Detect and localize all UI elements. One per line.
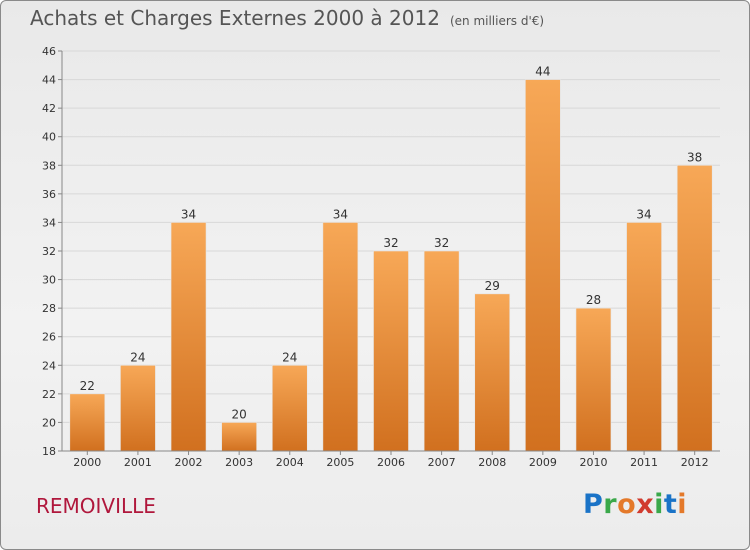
bar-value-label: 34 bbox=[333, 207, 348, 221]
bar bbox=[170, 222, 207, 452]
x-tick-label: 2012 bbox=[681, 456, 709, 469]
bar-value-label: 24 bbox=[130, 350, 145, 364]
bar bbox=[69, 393, 106, 452]
x-tick-label: 2004 bbox=[276, 456, 304, 469]
y-tick-label: 20 bbox=[42, 416, 56, 429]
logo-letter: t bbox=[663, 489, 678, 520]
x-tick-label: 2003 bbox=[225, 456, 253, 469]
title-text: Achats et Charges Externes 2000 à 2012 bbox=[30, 6, 440, 30]
bar-value-label: 29 bbox=[485, 279, 500, 293]
bar-value-label: 34 bbox=[636, 207, 651, 221]
proxiti-logo: Proxiti bbox=[583, 489, 687, 520]
y-tick-label: 46 bbox=[42, 45, 56, 58]
bar bbox=[423, 250, 460, 452]
x-tick-label: 2011 bbox=[630, 456, 658, 469]
y-tick-label: 38 bbox=[42, 159, 56, 172]
x-tick-label: 2006 bbox=[377, 456, 405, 469]
bar-value-label: 38 bbox=[687, 150, 702, 164]
bar-value-label: 32 bbox=[434, 236, 449, 250]
y-tick-label: 30 bbox=[42, 274, 56, 287]
x-tick-label: 2002 bbox=[175, 456, 203, 469]
x-tick-label: 2001 bbox=[124, 456, 152, 469]
bar bbox=[626, 222, 662, 452]
y-tick-label: 22 bbox=[42, 388, 56, 401]
bar bbox=[474, 293, 511, 452]
y-tick-label: 32 bbox=[42, 245, 56, 258]
place-name: REMOIVILLE bbox=[36, 494, 156, 518]
bar bbox=[575, 307, 612, 452]
bar bbox=[676, 164, 713, 452]
bar-value-label: 22 bbox=[80, 379, 95, 393]
chart-title: Achats et Charges Externes 2000 à 2012 (e… bbox=[30, 6, 544, 30]
y-tick-label: 28 bbox=[42, 302, 56, 315]
bar-value-label: 32 bbox=[383, 236, 398, 250]
logo-letter: i bbox=[654, 489, 664, 520]
y-tick-label: 40 bbox=[42, 131, 56, 144]
bar-value-label: 34 bbox=[181, 207, 196, 221]
x-tick-label: 2008 bbox=[478, 456, 506, 469]
bar bbox=[373, 250, 409, 452]
bars: 22 24 34 20 24 34 32 32 29 44 28 34 38 bbox=[69, 65, 713, 452]
x-tick-label: 2007 bbox=[428, 456, 456, 469]
bar bbox=[271, 364, 308, 452]
x-tick-label: 2010 bbox=[579, 456, 607, 469]
logo-letter: x bbox=[636, 489, 655, 520]
bar-value-label: 44 bbox=[535, 65, 550, 79]
x-tick-label: 2000 bbox=[73, 456, 101, 469]
logo-letter: o bbox=[617, 489, 637, 520]
bar bbox=[120, 364, 156, 452]
bar bbox=[525, 79, 561, 452]
bar-value-label: 20 bbox=[232, 407, 247, 421]
y-tick-label: 24 bbox=[42, 359, 56, 372]
y-tick-label: 36 bbox=[42, 188, 56, 201]
y-tick-label: 18 bbox=[42, 445, 56, 458]
logo-letter: i bbox=[677, 489, 688, 520]
title-unit: (en milliers d'€) bbox=[449, 14, 545, 28]
y-tick-label: 44 bbox=[42, 74, 56, 87]
logo-letter: P bbox=[583, 489, 604, 520]
x-tick-label: 2005 bbox=[326, 456, 354, 469]
axes: 18 20 22 24 26 28 30 32 34 36 38 40 42 44 46 2000 2001 20… bbox=[42, 45, 720, 469]
bar bbox=[322, 222, 359, 452]
y-tick-label: 42 bbox=[42, 102, 56, 115]
logo-letter: r bbox=[603, 489, 618, 520]
y-tick-label: 26 bbox=[42, 331, 56, 344]
bar-value-label: 28 bbox=[586, 293, 601, 307]
bar-value-label: 24 bbox=[282, 350, 297, 364]
bar bbox=[221, 422, 257, 452]
y-tick-label: 34 bbox=[42, 216, 56, 229]
x-tick-label: 2009 bbox=[529, 456, 557, 469]
